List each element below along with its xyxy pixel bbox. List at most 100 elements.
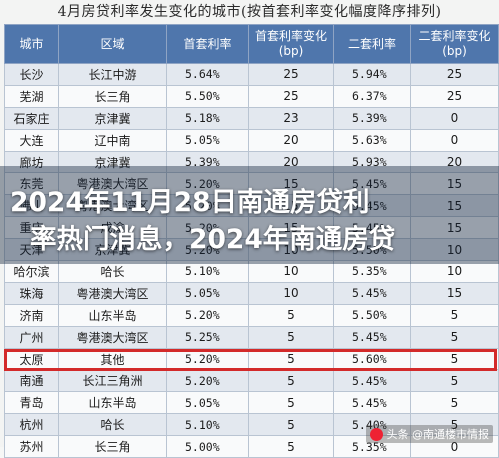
table-row: 济南 山东半岛 5.20% 5 5.50% 5 <box>4 303 499 327</box>
cell-first-change: 20 <box>248 128 334 152</box>
cell-city: 佛山 <box>4 194 59 218</box>
cell-second-change: 25 <box>410 63 499 86</box>
cell-first-change: 5 <box>248 303 334 327</box>
cell-first-change: 10 <box>248 238 334 262</box>
cell-second-rate: 5.39% <box>333 106 411 130</box>
rate-table: 城市 区域 首套利率 首套利率变化(bp) 二套利率 二套利率变化(bp) 长沙… <box>4 24 499 458</box>
cell-second-change: 0 <box>410 128 499 152</box>
table-caption: 4月房贷利率发生变化的城市(按首套利率变化幅度降序排列) <box>57 4 442 20</box>
cell-second-rate: 6.37% <box>333 84 411 108</box>
watermark: 头条 @南通楼市情报 <box>365 425 493 443</box>
header-row: 城市 区域 首套利率 首套利率变化(bp) 二套利率 二套利率变化(bp) <box>4 24 499 64</box>
cell-city: 长沙 <box>4 63 59 86</box>
cell-first-change: 25 <box>248 84 334 108</box>
headline-line-1: 2024年11月28日南通房贷利 <box>10 187 370 218</box>
header-city: 城市 <box>4 24 59 64</box>
table-row: 廊坊 京津冀 5.39% 20 5.93% 20 <box>4 150 499 174</box>
cell-city: 杭州 <box>4 413 59 437</box>
cell-city: 广州 <box>4 325 59 349</box>
cell-first-change: 23 <box>248 106 334 130</box>
cell-second-change: 25 <box>410 84 499 108</box>
cell-city: 太原 <box>4 347 59 371</box>
cell-second-rate: 5.63% <box>333 128 411 152</box>
table-row: 重庆 成渝 5.20% 15 5.45% 15 <box>4 216 499 240</box>
cell-first-rate: 5.20% <box>166 347 249 371</box>
cell-first-change: 15 <box>248 216 334 240</box>
cell-region: 其他 <box>58 347 167 371</box>
cell-region: 粤港澳大湾区 <box>58 325 167 349</box>
brand-logo-icon <box>369 427 383 441</box>
cell-region: 山东半岛 <box>58 391 167 415</box>
cell-region: 粤港澳大湾区 <box>58 281 167 305</box>
cell-first-change: 15 <box>248 172 334 196</box>
table-row: 杭州 哈长 5.10% 5 5.40% 5 <box>4 413 499 437</box>
cell-city: 济南 <box>4 303 59 327</box>
cell-first-rate: 5.05% <box>166 128 249 152</box>
cell-first-change: 5 <box>248 413 334 437</box>
cell-first-rate: 5.05% <box>166 391 249 415</box>
cell-city: 重庆 <box>4 216 59 240</box>
table-row: 东莞 粤港澳大湾区 5.20% 15 5.45% 15 <box>4 172 499 196</box>
cell-second-rate: 5.50% <box>333 238 411 262</box>
header-first-change: 首套利率变化(bp) <box>248 24 334 64</box>
header-region: 区域 <box>58 24 167 64</box>
cell-region: 哈长 <box>58 260 167 283</box>
cell-region: 京津冀 <box>58 238 167 262</box>
cell-first-change: 5 <box>248 391 334 415</box>
cell-city: 南通 <box>4 369 59 393</box>
cell-city: 大连 <box>4 128 59 152</box>
cell-first-rate: 5.20% <box>166 303 249 327</box>
cell-second-change: 10 <box>410 260 499 283</box>
table-row: 珠海 粤港澳大湾区 5.05% 10 5.45% 15 <box>4 281 499 305</box>
table-row: 青岛 山东半岛 5.05% 5 5.45% 5 <box>4 391 499 415</box>
cell-region: 成渝 <box>58 216 167 240</box>
cell-first-rate: 5.20% <box>166 369 249 393</box>
cell-region: 粤港澳大湾区 <box>58 194 167 218</box>
cell-second-rate: 5.60% <box>333 347 411 371</box>
cell-second-change: 5 <box>410 325 499 349</box>
cell-city: 珠海 <box>4 281 59 305</box>
cell-region: 长三角 <box>58 84 167 108</box>
cell-second-change: 5 <box>410 369 499 393</box>
cell-second-rate: 5.45% <box>333 281 411 305</box>
cell-first-rate: 5.50% <box>166 84 249 108</box>
cell-first-change: 10 <box>248 281 334 305</box>
cell-region: 辽中南 <box>58 128 167 152</box>
cell-second-change: 5 <box>410 303 499 327</box>
cell-first-change: 5 <box>248 347 334 371</box>
cell-second-rate: 5.45% <box>333 216 411 240</box>
headline: 2024年11月28日南通房贷利 率热门消息，2024年南通房贷 <box>10 184 499 258</box>
cell-city: 廊坊 <box>4 150 59 174</box>
cell-first-rate: 5.25% <box>166 325 249 349</box>
cell-first-rate: 5.64% <box>166 63 249 86</box>
cell-first-rate: 5.10% <box>166 413 249 437</box>
cell-second-change: 15 <box>410 281 499 305</box>
table-row: 南通 长江三角洲 5.20% 5 5.45% 5 <box>4 369 499 393</box>
table-row: 太原 其他 5.20% 5 5.60% 5 <box>4 347 499 371</box>
table-row: 石家庄 京津冀 5.18% 23 5.39% 0 <box>4 106 499 130</box>
cell-first-rate: 5.18% <box>166 106 249 130</box>
cell-second-change: 5 <box>410 347 499 371</box>
cell-first-rate: 5.05% <box>166 281 249 305</box>
cell-second-rate: 5.45% <box>333 369 411 393</box>
screenshot: 4月房贷利率发生变化的城市(按首套利率变化幅度降序排列) 城市 区域 首套利率 … <box>0 4 499 458</box>
cell-second-change: 5 <box>410 413 499 437</box>
table-row: 大连 辽中南 5.05% 20 5.63% 0 <box>4 128 499 152</box>
cell-first-rate: 5.39% <box>166 150 249 174</box>
cell-second-change: 15 <box>410 172 499 196</box>
header-second-change: 二套利率变化(bp) <box>410 24 499 64</box>
table-row: 哈尔滨 哈长 5.10% 10 5.35% 10 <box>4 260 499 283</box>
cell-region: 京津冀 <box>58 106 167 130</box>
cell-second-change: 5 <box>410 391 499 415</box>
header-first-rate: 首套利率 <box>166 24 249 64</box>
cell-second-change: 15 <box>410 194 499 218</box>
header-second-rate: 二套利率 <box>333 24 411 64</box>
table-row: 天津 京津冀 5.20% 10 5.50% 10 <box>4 238 499 262</box>
cell-first-change: 25 <box>248 63 334 86</box>
headline-line-2: 率热门消息，2024年南通房贷 <box>30 224 396 255</box>
cell-region: 哈长 <box>58 413 167 437</box>
cell-city: 石家庄 <box>4 106 59 130</box>
headline-overlay <box>0 166 499 264</box>
cell-first-change: 5 <box>248 369 334 393</box>
table-row: 长沙 长江中游 5.64% 25 5.94% 25 <box>4 63 499 86</box>
